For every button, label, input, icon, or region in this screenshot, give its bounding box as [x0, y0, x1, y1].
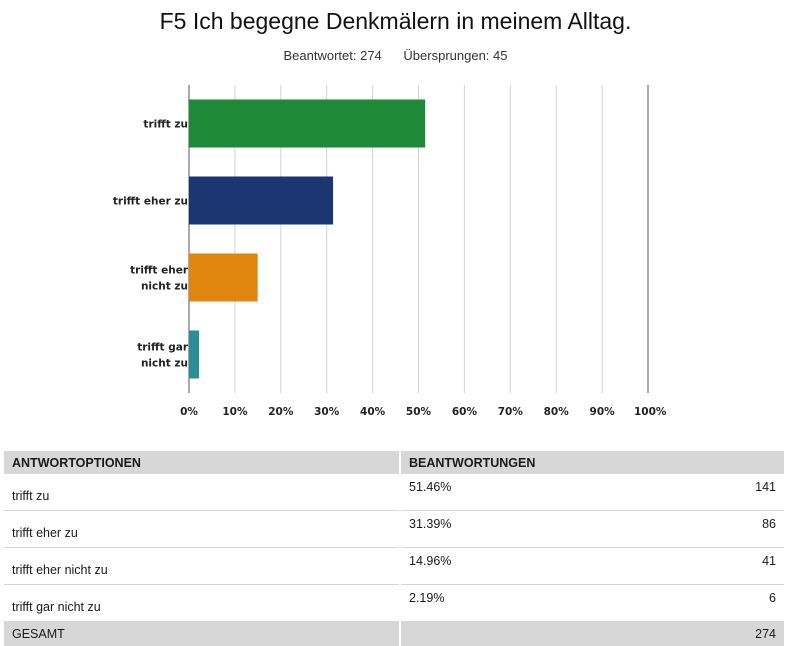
tick-label: 50%	[406, 406, 432, 418]
row-option: trifft eher zu	[4, 511, 400, 548]
row-percent: 14.96%	[409, 554, 451, 568]
row-responses: 31.39% 86	[400, 511, 785, 548]
table-row: trifft gar nicht zu 2.19% 6	[4, 585, 785, 622]
tick-label: 100%	[634, 406, 667, 418]
category-label: trifft eher zu	[113, 196, 188, 208]
total-row: GESAMT 274	[4, 622, 785, 646]
table-row: trifft zu 51.46% 141	[4, 474, 785, 511]
header-responses: BEANTWORTUNGEN	[400, 451, 785, 474]
chart-title: F5 Ich begegne Denkmälern in meinem Allt…	[0, 8, 791, 35]
tick-label: 20%	[268, 406, 294, 418]
tick-label: 40%	[360, 406, 386, 418]
table-header: ANTWORTOPTIONEN BEANTWORTUNGEN	[4, 451, 785, 474]
row-responses: 51.46% 141	[400, 474, 785, 511]
header-options: ANTWORTOPTIONEN	[4, 451, 400, 474]
row-count: 6	[769, 591, 776, 605]
category-label: trifft zu	[143, 119, 188, 131]
tick-label: 80%	[544, 406, 570, 418]
tick-label: 60%	[452, 406, 478, 418]
tick-label: 70%	[498, 406, 524, 418]
row-responses: 2.19% 6	[400, 585, 785, 622]
bar	[189, 100, 425, 148]
tick-label: 0%	[180, 406, 198, 418]
bar	[189, 331, 199, 379]
x-axis-ticks: 0% 10% 20% 30% 40% 50% 60% 70% 80% 90% 100%	[180, 406, 667, 418]
row-option: trifft eher nicht zu	[4, 548, 400, 585]
tick-label: 90%	[590, 406, 616, 418]
chart-bars	[189, 100, 425, 379]
row-option: trifft zu	[4, 474, 400, 511]
row-option: trifft gar nicht zu	[4, 585, 400, 622]
table-row: trifft eher zu 31.39% 86	[4, 511, 785, 548]
table-row: trifft eher nicht zu 14.96% 41	[4, 548, 785, 585]
tick-label: 30%	[314, 406, 340, 418]
answered-count: Beantwortet: 274	[284, 48, 382, 63]
row-responses: 14.96% 41	[400, 548, 785, 585]
bar	[189, 177, 333, 225]
row-percent: 31.39%	[409, 517, 451, 531]
row-percent: 51.46%	[409, 480, 451, 494]
row-count: 86	[762, 517, 776, 531]
total-label: GESAMT	[4, 622, 400, 646]
skipped-count: Übersprungen: 45	[403, 48, 507, 63]
row-percent: 2.19%	[409, 591, 444, 605]
total-count: 274	[400, 622, 785, 646]
response-summary: Beantwortet: 274 Übersprungen: 45	[0, 48, 791, 63]
row-count: 141	[755, 480, 776, 494]
bar	[189, 254, 258, 302]
tick-label: 10%	[222, 406, 248, 418]
row-count: 41	[762, 554, 776, 568]
results-table: ANTWORTOPTIONEN BEANTWORTUNGEN trifft zu…	[4, 451, 786, 646]
